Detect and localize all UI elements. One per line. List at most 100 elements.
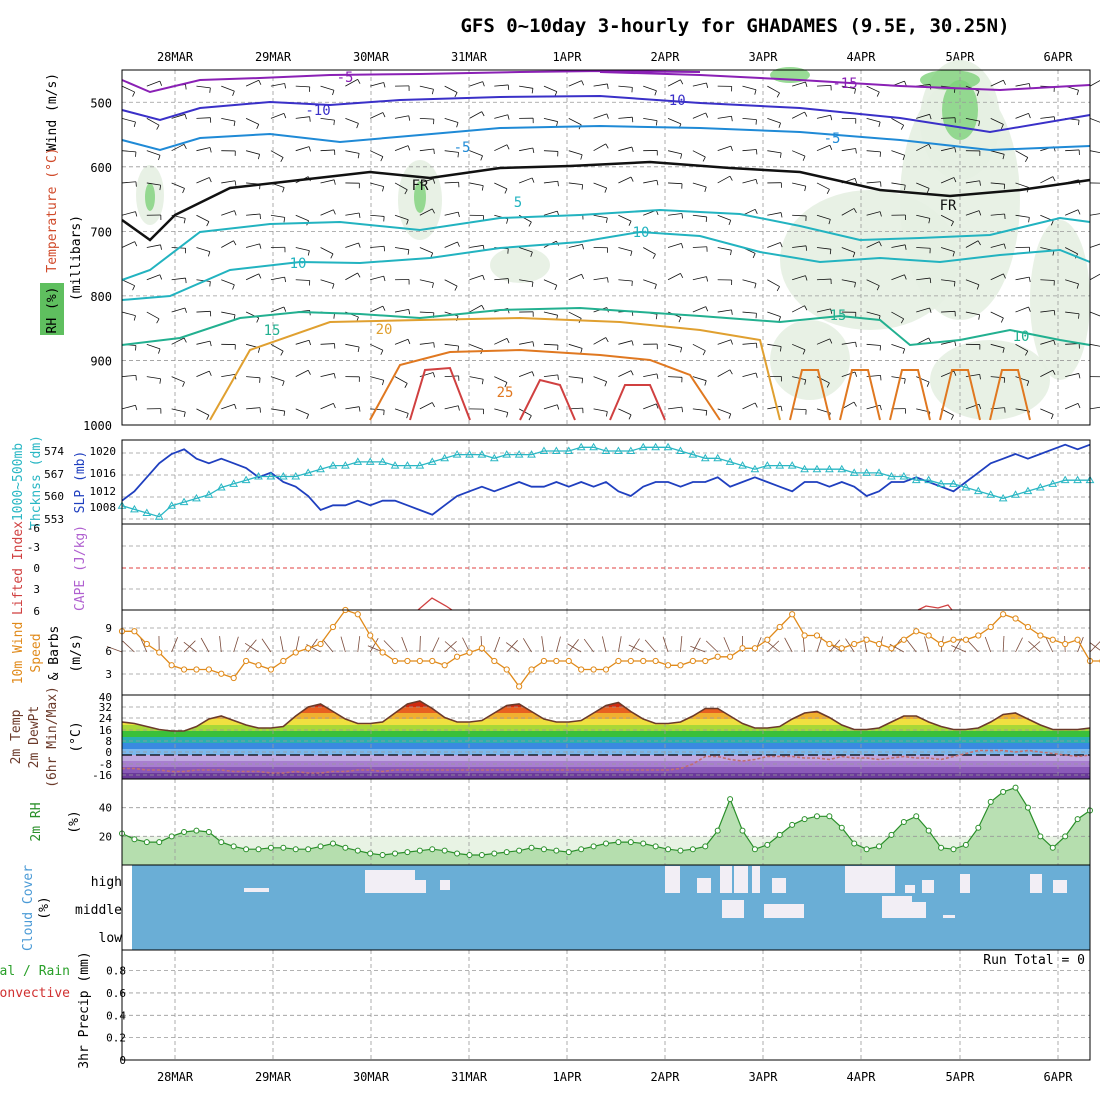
wind-barb-flag xyxy=(829,249,832,255)
wind-barb-flag xyxy=(280,157,284,163)
wind-barb xyxy=(196,147,211,152)
wind-barb xyxy=(1089,213,1100,216)
wind-barb-flag xyxy=(159,80,163,86)
temp2m-label-4: (°C) xyxy=(69,721,84,752)
wind10-marker xyxy=(540,657,548,665)
wind-barb-flag xyxy=(557,181,559,187)
wind-barb-flag xyxy=(978,314,981,320)
wind-barb-flag xyxy=(904,244,907,250)
wind10-marker xyxy=(751,645,759,652)
wind-barb-flag xyxy=(531,371,535,377)
wind-barb-flag xyxy=(532,341,535,347)
wind-barb xyxy=(543,279,557,286)
wind-barb xyxy=(643,247,656,255)
upper-label-wind: Wind (m/s) xyxy=(45,73,60,151)
wind-barb-flag xyxy=(208,177,212,183)
wind-barb xyxy=(916,143,929,152)
wind10-barb xyxy=(233,636,239,653)
wind-barb xyxy=(419,402,433,410)
wind-barb xyxy=(667,79,681,87)
wind-barb xyxy=(519,147,533,152)
wind10-marker xyxy=(913,628,920,635)
thickness-marker xyxy=(849,468,859,476)
wind-barb-flag xyxy=(853,208,857,214)
thickness-marker xyxy=(1048,479,1058,487)
wind-barb-flag xyxy=(1000,124,1004,130)
wind-barb xyxy=(742,279,757,284)
wind10-barb xyxy=(967,640,979,653)
wind-barb-flag xyxy=(233,240,237,246)
wind-barb-flag xyxy=(876,91,880,97)
wind-barb-flag xyxy=(928,218,931,224)
wind-barb-flag xyxy=(628,220,632,226)
wind10-marker xyxy=(838,645,845,652)
wind-barb-flag xyxy=(904,274,907,280)
wind-barb xyxy=(221,180,236,184)
wind-barb xyxy=(816,308,831,313)
wind-barb xyxy=(1089,406,1100,410)
wind-barb-flag xyxy=(183,337,187,343)
wind-barb xyxy=(320,247,334,255)
wind-barb xyxy=(270,343,284,352)
rh2m-marker xyxy=(292,846,299,853)
wind10-marker xyxy=(528,666,535,673)
cloud-block xyxy=(960,874,970,893)
wind-barb xyxy=(767,343,782,347)
wind-barb-flag xyxy=(528,415,532,421)
wind-barb-flag xyxy=(383,82,386,88)
wind10-marker xyxy=(329,623,337,631)
wind-barb xyxy=(1065,311,1080,315)
temp-band xyxy=(122,707,1090,713)
thickness-marker xyxy=(887,472,896,480)
wind10-barb xyxy=(245,639,257,653)
wind10-barb xyxy=(369,637,379,653)
wind-barb xyxy=(742,118,757,121)
wind10-marker xyxy=(664,662,672,669)
temp-band xyxy=(122,755,1090,761)
thickness-marker xyxy=(403,461,412,469)
wind-barb xyxy=(593,83,608,87)
wind-barb-flag xyxy=(357,79,361,84)
cloud-block xyxy=(665,866,680,893)
wind-barb-flag xyxy=(730,339,733,345)
date-label-top: 1APR xyxy=(553,50,583,64)
rh-shade-dark xyxy=(414,181,426,213)
wind-barb-flag xyxy=(954,147,957,153)
wind-barb xyxy=(419,178,434,184)
wind-barb-flag xyxy=(1002,347,1005,353)
wind-barb xyxy=(196,408,210,416)
wind10-marker xyxy=(391,657,399,665)
contour-minus15-b xyxy=(599,71,1091,92)
wind-barb-flag xyxy=(854,282,856,288)
wind-barb xyxy=(891,118,904,126)
wind-barb-flag xyxy=(554,91,558,97)
wind-barb xyxy=(816,85,831,87)
wind-barb xyxy=(1089,150,1100,154)
wind-barb xyxy=(618,116,633,119)
date-label-bottom: 31MAR xyxy=(451,1070,488,1084)
rh2m-marker xyxy=(863,846,870,853)
wind-barb-flag xyxy=(681,407,683,413)
wind-barb-flag xyxy=(728,413,732,419)
wind-barb xyxy=(568,118,582,126)
rh-shade-dark xyxy=(920,70,980,90)
wind-barb xyxy=(990,118,1004,125)
wind-barb xyxy=(494,84,509,87)
wind10-barb xyxy=(431,637,440,653)
wind-barb xyxy=(221,403,235,410)
wind-barb-flag xyxy=(158,155,161,161)
wind-barb xyxy=(543,343,558,346)
wind-barb-flag xyxy=(780,406,783,412)
thickness-marker xyxy=(626,446,636,454)
wind-barb xyxy=(146,311,160,320)
rh2m-label-1: 2m RH xyxy=(29,802,44,841)
wind10-marker xyxy=(205,666,212,673)
rh2m-marker xyxy=(267,844,274,851)
rh2m-marker xyxy=(565,849,572,856)
wind-barb xyxy=(245,273,259,281)
wind-barb-flag xyxy=(1076,90,1079,96)
contour-label: 15 xyxy=(830,308,847,324)
rh2m-marker xyxy=(938,844,945,851)
wind10-marker xyxy=(317,640,324,648)
wind-barb xyxy=(121,404,136,410)
